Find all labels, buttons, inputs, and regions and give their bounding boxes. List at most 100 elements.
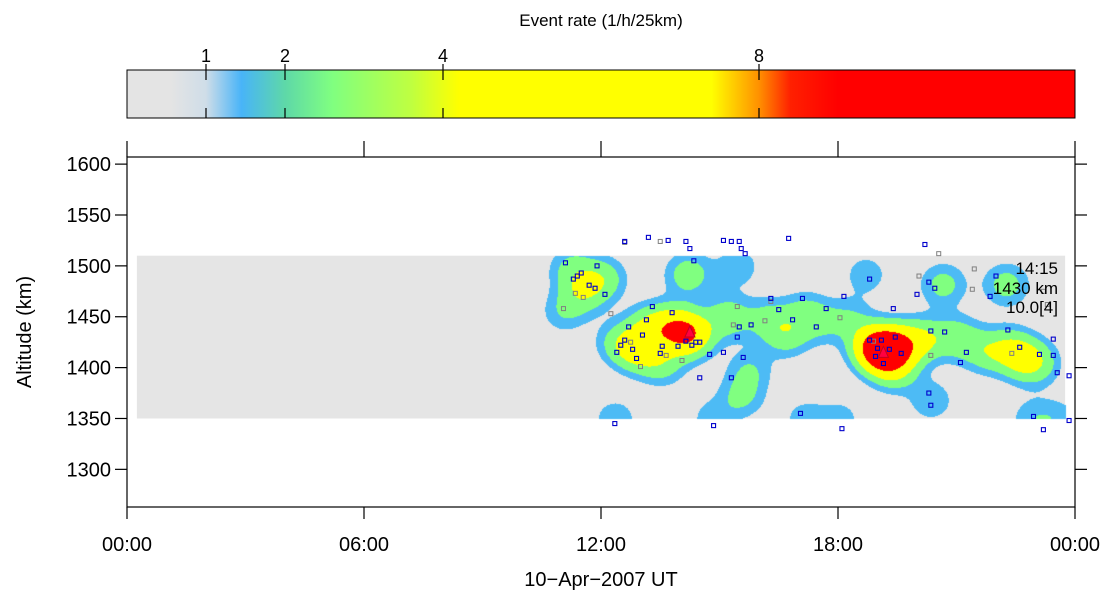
y-tick-label: 1450 (67, 307, 112, 329)
event-marker-gray (608, 311, 614, 317)
event-marker-blue (574, 273, 580, 279)
y-tick-label: 1550 (67, 205, 112, 227)
event-marker-blue (890, 306, 896, 312)
y-tick-label: 1350 (67, 408, 112, 430)
x-tick-label: 06:00 (339, 534, 389, 556)
event-marker-blue (665, 237, 671, 243)
plot-content (127, 157, 1075, 507)
event-marker-gray (657, 238, 663, 244)
event-marker-blue (928, 402, 934, 408)
annotation-peak-rate: 10.0[4] (1006, 298, 1058, 317)
x-tick-label: 00:00 (1050, 534, 1100, 556)
event-marker-blue (697, 375, 703, 381)
y-axis-title: Altitude (km) (14, 276, 36, 388)
event-marker-blue (614, 349, 620, 355)
event-marker-gray (768, 298, 774, 304)
event-marker-blue (1066, 373, 1072, 379)
event-marker-blue (570, 276, 576, 282)
event-marker-blue (742, 251, 748, 257)
event-marker-blue (669, 310, 675, 316)
event-marker-blue (728, 238, 734, 244)
event-marker-peak (684, 324, 696, 338)
event-marker-blue (649, 304, 655, 310)
event-marker-blue (1030, 413, 1037, 419)
colorbar-tick-label: 1 (201, 46, 211, 66)
event-marker-blue (867, 276, 873, 282)
event-marker-blue (892, 334, 898, 340)
event-marker-blue (823, 306, 829, 312)
event-marker-gray (679, 357, 685, 363)
event-marker-gray (1044, 302, 1050, 308)
event-marker-blue (659, 343, 665, 349)
event-marker-gray (928, 352, 934, 358)
event-marker-blue (993, 273, 999, 279)
event-marker-blue (957, 359, 964, 366)
event-marker-blue (643, 317, 649, 323)
event-marker-gray (936, 251, 942, 257)
event-marker-blue (687, 246, 693, 252)
event-marker-blue (786, 235, 792, 241)
event-marker-gray (969, 286, 975, 292)
y-tick-label: 1500 (67, 256, 112, 278)
event-marker-blue (639, 332, 646, 338)
event-marker-blue (768, 295, 774, 301)
event-marker-gray (580, 294, 586, 300)
event-marker-blue (841, 293, 847, 299)
event-marker-blue (594, 263, 600, 269)
event-marker-blue (618, 342, 624, 348)
event-marker-gray (1009, 350, 1015, 356)
colorbar-tick-label: 2 (280, 46, 290, 66)
colorbar-title: Event rate (1/h/25km) (519, 11, 682, 30)
event-marker-blue (740, 354, 746, 360)
event-marker-gray (971, 266, 977, 272)
event-marker-blue (922, 241, 928, 248)
y-tick-label: 1400 (67, 358, 112, 380)
event-marker-blue (630, 346, 636, 352)
y-axis: 1300 1350 1400 1450 1500 1550 1600 (67, 154, 1087, 481)
event-marker-gray (572, 290, 578, 296)
event-marker-blue (926, 390, 932, 396)
event-marker-blue (612, 421, 618, 427)
event-marker-gray (628, 339, 634, 345)
event-marker-peak (877, 345, 890, 358)
colorbar-tick-label: 8 (754, 46, 764, 66)
event-marker-gray (1040, 288, 1046, 294)
event-marker-blue (657, 350, 663, 356)
event-marker-blue (578, 270, 584, 276)
event-marker-gray (734, 304, 740, 310)
event-marker-gray (730, 322, 736, 328)
event-marker-blue (728, 375, 734, 381)
event-marker-blue (878, 337, 885, 343)
x-tick-label: 12:00 (576, 534, 626, 556)
event-marker-blue (748, 322, 754, 328)
event-marker-blue (1040, 427, 1046, 433)
event-marker-blue (1017, 344, 1023, 350)
event-marker-gray (916, 273, 922, 279)
event-marker-gray (762, 318, 768, 324)
event-marker-blue (645, 234, 651, 240)
event-marker-blue (839, 426, 845, 432)
event-marker-blue (691, 258, 697, 264)
event-marker-blue (914, 291, 920, 297)
event-marker-blue (622, 337, 628, 343)
event-marker-blue (602, 291, 608, 297)
event-marker-blue (697, 339, 703, 345)
event-marker-blue (928, 328, 934, 334)
event-marker-blue (797, 410, 804, 416)
event-marker-blue (932, 285, 938, 291)
event-marker-gray (837, 315, 843, 321)
event-marker-blue (711, 423, 717, 429)
event-marker-blue (736, 238, 742, 244)
event-marker-blue (776, 307, 782, 313)
event-marker-blue (790, 317, 796, 323)
event-marker-blue (1050, 352, 1056, 358)
x-tick-label: 00:00 (102, 534, 152, 556)
event-marker-blue (880, 360, 886, 367)
annotation-altitude: 1430 km (993, 279, 1058, 298)
event-marker-gray (663, 352, 669, 358)
event-marker-gray (638, 364, 643, 370)
event-marker-blue (720, 349, 727, 355)
event-marker-blue (1054, 370, 1060, 376)
event-marker-blue (799, 295, 806, 301)
